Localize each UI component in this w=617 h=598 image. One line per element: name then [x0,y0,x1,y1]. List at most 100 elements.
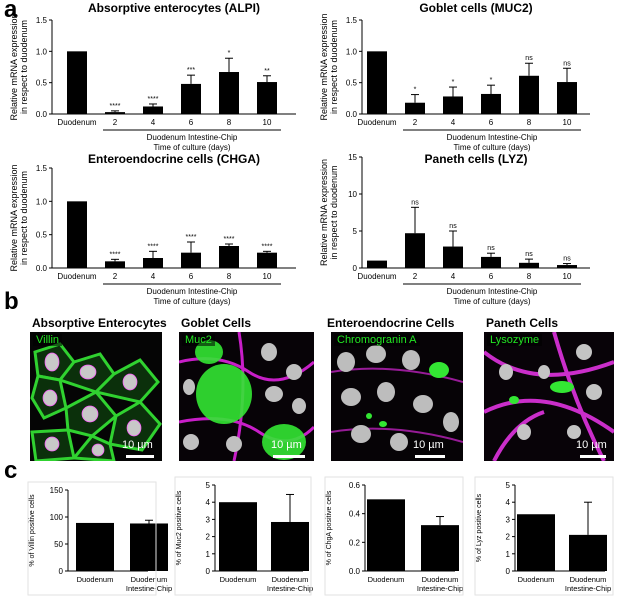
y-tick-label: 150 [50,486,64,495]
bar [271,521,309,571]
y-axis-label: in respect to duodenum [329,165,339,259]
y-axis-label: % of Villin positive cells [29,494,36,567]
bar [519,262,539,268]
y-tick-label: 0.0 [346,110,358,119]
significance-label: **** [110,103,121,110]
x-tick-label: Intestine-Chip [565,584,611,593]
y-axis-label: Relative mRNA expression [9,13,19,120]
chart-8: 0 1 2 3 4 5 % of Lyz positive cells Duodenum Duo… [474,476,614,596]
significance-label: **** [148,96,159,103]
micrograph-image-lysozyme: Lysozyme 10 µm [484,332,614,461]
bar [367,260,387,268]
y-tick-label: 100 [50,513,64,522]
x-tick-label: Duodenum [357,118,396,127]
bar [219,502,257,571]
significance-label: *** [187,67,195,74]
y-tick-label: 0.0 [36,110,48,119]
chart-5: 0 50 100 150 % of Villin positive cells Duode… [27,481,172,596]
y-tick-label: 0 [506,567,511,576]
micrograph-drawing [331,345,463,451]
x-tick-label: Duodenum [131,575,168,584]
chart-2: Goblet cells (MUC2) 0.0 0.5 1.0 1.5 Relative … [319,1,590,152]
x-tick-label: Duodenum [518,575,555,584]
bar [105,261,125,268]
y-tick-label: 2 [506,533,511,542]
y-tick-label: 1.5 [36,16,48,25]
micrograph-panel-4: Paneth Cells [484,316,614,461]
chart-7: 0.0 0.2 0.4 0.6 % of ChgA positive cells Duod… [324,476,464,596]
x-tick-label: 10 [263,272,272,281]
bar [67,51,87,114]
bar [557,265,577,268]
x-axis-label: Time of culture (days) [153,143,230,152]
y-tick-label: 5 [206,481,211,490]
y-tick-label: 50 [54,540,63,549]
significance-label: * [414,87,417,94]
y-tick-label: 5 [353,227,358,236]
x-tick-label: 2 [113,272,118,281]
y-axis-label: in respect to duodenum [19,20,29,114]
panel-letter-b: b [4,288,19,315]
y-tick-label: 4 [506,498,511,507]
y-tick-label: 0.5 [36,79,48,88]
x-tick-label: 8 [227,118,232,127]
micrograph-title: Enteroendocrine Cells [327,316,455,330]
y-tick-label: 1 [506,550,511,559]
bar [219,246,239,268]
group-label: Duodenum Intestine-Chip [147,287,238,296]
x-tick-label: 2 [413,118,418,127]
micrograph-drawing [484,332,614,461]
y-axis-label: Relative mRNA expression [319,13,329,120]
group-label: Duodenum Intestine-Chip [447,287,538,296]
chart-frame [27,481,157,596]
y-tick-label: 0.4 [349,510,361,519]
bar [421,525,459,571]
significance-label: ns [525,251,533,258]
group-label: Duodenum Intestine-Chip [147,133,238,142]
chart-6: 0 1 2 3 4 5 % of Muc2 positive cells Duodenum Du… [174,476,313,596]
significance-label: ns [563,60,571,67]
y-axis-label: % of ChgA positive cells [326,490,333,565]
significance-label: **** [224,236,235,243]
x-tick-label: Duodenum [368,575,405,584]
y-axis-label: Relative mRNA expression [319,159,329,266]
bar [367,51,387,114]
significance-label: ns [487,245,495,252]
y-tick-label: 0.6 [349,481,361,490]
x-tick-label: 4 [451,118,456,127]
bar [519,75,539,114]
y-tick-label: 3 [206,515,211,524]
x-tick-label: Duodenum [357,272,396,281]
x-axis-label: Time of culture (days) [153,297,230,306]
x-tick-label: 4 [151,272,156,281]
y-axis-label: % of Muc2 positive cells [176,490,183,565]
x-tick-label: 6 [489,272,494,281]
scale-bar-label: 10 µm [122,439,153,451]
y-tick-label: 4 [206,498,211,507]
micrograph-image-villin: Villin 10 µm [30,332,162,461]
bar [130,523,168,571]
significance-label: ns [411,199,419,206]
y-tick-label: 10 [348,190,357,199]
x-tick-label: 4 [151,118,156,127]
y-axis-label: % of Lyz positive cells [476,493,483,562]
x-tick-label: Intestine-Chip [267,584,313,593]
scale-bar [415,455,445,458]
group-label: Duodenum Intestine-Chip [447,133,538,142]
y-tick-label: 1.0 [346,47,358,56]
x-tick-label: 8 [527,118,532,127]
y-tick-label: 3 [506,515,511,524]
y-tick-label: 0.5 [36,231,48,240]
bar [143,106,163,114]
y-tick-label: 1.5 [346,16,358,25]
micrograph-panel-2: Goblet Cells [179,316,314,461]
y-tick-label: 2 [206,533,211,542]
x-tick-label: 10 [263,118,272,127]
chart-title: Enteroendocrine cells (CHGA) [88,152,260,166]
bar [443,246,463,268]
y-tick-label: 0 [206,567,211,576]
bar [517,514,555,571]
x-axis-label: Time of culture (days) [453,143,530,152]
stain-label: Chromogranin A [334,334,420,346]
